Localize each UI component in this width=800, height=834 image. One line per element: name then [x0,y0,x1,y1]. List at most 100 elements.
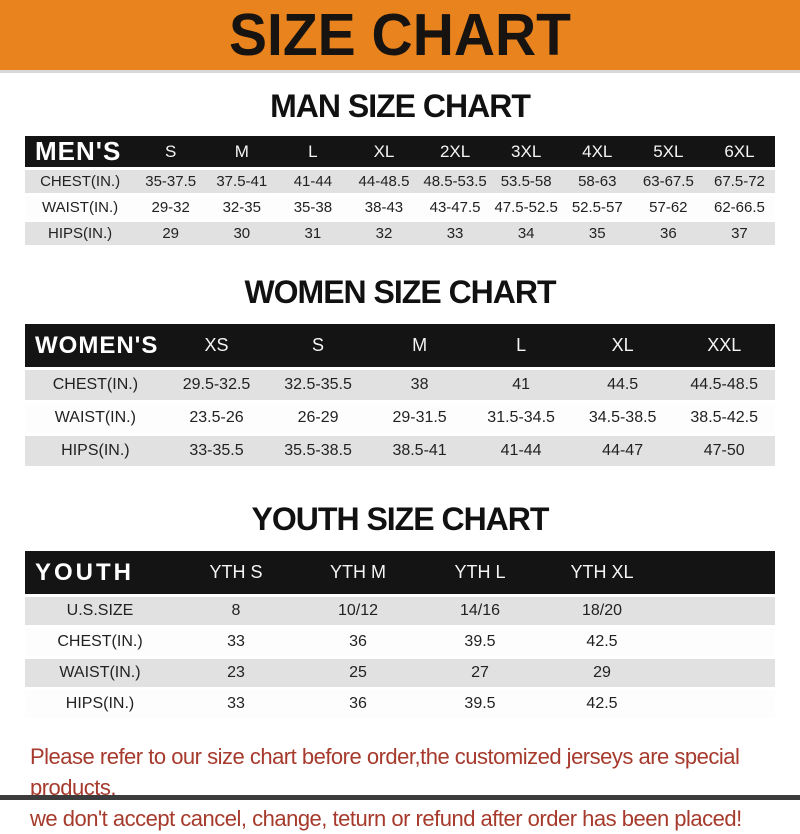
size-cell: 33 [227,695,245,712]
size-column-header: 6XL [724,141,755,161]
size-cell: 39.5 [464,695,496,712]
size-cell: 29-32 [151,199,190,216]
size-column-header: L [308,141,318,161]
row-label: WAIST(IN.) [54,409,136,426]
size-cell: 25 [349,664,367,681]
size-cell: 57-62 [649,199,688,216]
size-cell: 29 [593,664,611,681]
row-label: HIPS(IN.) [61,442,130,459]
size-column-header: 4XL [582,141,613,161]
size-column-header: S [165,141,177,161]
size-cell: 47.5-52.5 [494,199,558,216]
size-cell: 47-50 [703,442,745,459]
table-header-row: WOMEN'S XS S M L XL XXL [25,324,775,367]
row-label: HIPS(IN.) [65,695,135,712]
row-label: WAIST(IN.) [59,664,141,681]
section-heading-women: WOMEN SIZE CHART [244,274,556,310]
size-cell: 30 [233,225,251,242]
size-cell: 36 [349,633,367,650]
table-row: HIPS(IN.) 33 36 39.5 42.5 [25,690,775,718]
size-cell: 58-63 [578,173,617,190]
size-cell: 43-47.5 [429,199,481,216]
disclaimer-line-1: Please refer to our size chart before or… [30,744,740,800]
size-column-header: XS [204,335,229,355]
disclaimer: Please refer to our size chart before or… [0,741,800,834]
size-cell: 41-44 [293,173,333,190]
size-cell: 38.5-41 [392,442,447,459]
disclaimer-line-2: we don't accept cancel, change, teturn o… [30,806,742,831]
size-cell: 14/16 [459,602,501,619]
row-filler-cell [663,659,775,687]
row-label: WAIST(IN.) [42,199,119,216]
size-cell: 42.5 [586,633,618,650]
table-corner-label: YOUTH [35,558,134,586]
banner: SIZE CHART [0,0,800,73]
size-cell: 37.5-41 [216,173,268,190]
table-header-row: YOUTH YTH S YTH M YTH L YTH XL [25,551,775,594]
women-size-table: WOMEN'S XS S M L XL XXL CHEST(IN.) 29.5-32.5 32.5… [25,321,775,469]
size-cell: 36 [349,695,367,712]
size-column-header: YTH L [454,562,506,582]
men-size-table: MEN'S S M L XL 2XL 3XL 4XL 5XL 6XL CHEST(IN.) 35-37… [25,133,775,248]
page-title: SIZE CHART [229,1,571,69]
row-label: CHEST(IN.) [52,376,139,393]
size-cell: 33 [446,225,464,242]
size-cell: 67.5-72 [714,173,765,190]
size-cell: 23 [227,664,245,681]
table-row: U.S.SIZE 8 10/12 14/16 18/20 [25,597,775,625]
size-column-header: YTH XL [570,562,634,582]
size-cell: 35-37.5 [145,173,197,190]
size-cell: 62-66.5 [714,199,765,216]
row-filler-cell [663,597,775,625]
size-column-header: XXL [707,335,742,355]
size-cell: 63-67.5 [642,173,694,190]
size-cell: 41-44 [500,442,542,459]
size-column-header: 5XL [653,141,684,161]
size-cell: 33 [227,633,245,650]
size-cell: 38-43 [364,199,404,216]
size-cell: 52.5-57 [571,199,623,216]
size-cell: 39.5 [464,633,496,650]
size-column-header: YTH S [209,562,263,582]
charts-container: MAN SIZE CHART MEN'S S M L XL 2XL 3XL 4XL 5XL 6XL C… [0,88,800,721]
size-cell: 38.5-42.5 [690,409,758,426]
size-cell: 29 [162,225,180,242]
header-filler-cell [663,551,775,594]
size-cell: 48.5-53.5 [423,173,487,190]
size-column-header: XL [373,141,395,161]
section-women: WOMEN SIZE CHART WOMEN'S XS S M L XL XXL CHEST(I… [0,274,800,469]
section-heading-youth: YOUTH SIZE CHART [251,501,550,537]
section-heading-men: MAN SIZE CHART [270,88,531,124]
size-cell: 29-31.5 [392,409,447,426]
table-row: WAIST(IN.) 23 25 27 29 [25,659,775,687]
size-cell: 32-35 [222,199,261,216]
size-column-header: 3XL [511,141,542,161]
size-cell: 32.5-35.5 [284,376,352,393]
size-cell: 34 [517,225,535,242]
table-corner-label: MEN'S [35,136,122,166]
table-row: WAIST(IN.) 29-32 32-35 35-38 38-43 43-47.5 47.… [25,196,775,219]
row-label: CHEST(IN.) [57,633,143,650]
size-cell: 10/12 [337,602,379,619]
table-row: CHEST(IN.) 33 36 39.5 42.5 [25,628,775,656]
row-filler-cell [663,628,775,656]
bottom-strip [0,795,800,800]
size-cell: 53.5-58 [500,173,552,190]
size-cell: 31.5-34.5 [487,409,555,426]
size-column-header: L [516,335,527,355]
table-header-row: MEN'S S M L XL 2XL 3XL 4XL 5XL 6XL [25,136,775,167]
size-column-header: M [412,335,428,355]
size-cell: 34.5-38.5 [588,409,657,426]
row-filler-cell [663,690,775,718]
size-cell: 35 [588,225,606,242]
size-cell: 8 [231,602,241,619]
row-label: U.S.SIZE [66,602,134,619]
size-cell: 29.5-32.5 [182,376,251,393]
table-corner-label: WOMEN'S [35,331,159,359]
size-cell: 36 [660,225,677,242]
size-cell: 44.5 [607,376,639,393]
size-cell: 41 [512,376,530,393]
table-row: CHEST(IN.) 35-37.5 37.5-41 41-44 44-48.5 48.5… [25,170,775,193]
size-cell: 37 [731,225,748,242]
